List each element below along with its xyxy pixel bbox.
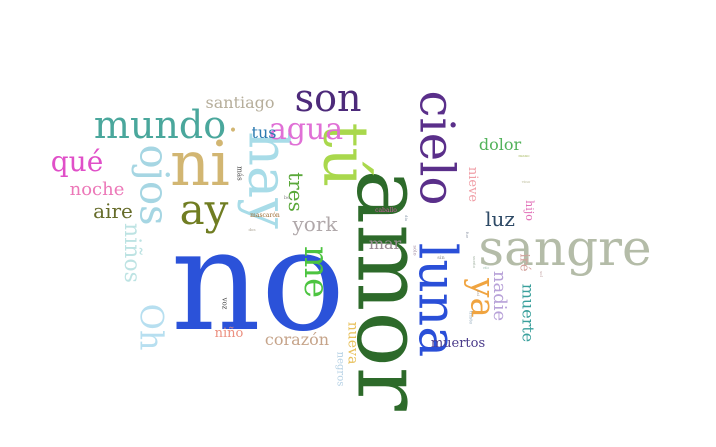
word-nadie: nadie xyxy=(488,270,510,322)
word-agua: agua xyxy=(268,112,344,147)
word-sólo: sólo xyxy=(411,244,418,256)
word-iré: iré xyxy=(516,252,532,272)
word-sangre: sangre xyxy=(478,219,652,277)
word-santiago: santiago xyxy=(205,93,275,112)
word-caballo: caballo xyxy=(375,207,397,214)
word-muertos: muertos xyxy=(430,335,486,351)
word-mano: mano xyxy=(518,153,530,158)
word-negros: negros xyxy=(333,351,345,387)
word-aire: aire xyxy=(93,199,133,223)
word-me: me xyxy=(296,245,336,299)
word-fue: fue xyxy=(465,231,470,239)
word-ni: ni xyxy=(170,127,230,200)
word-be: be xyxy=(283,194,291,201)
word-noche: noche xyxy=(69,179,125,200)
word-así: así xyxy=(476,290,481,296)
word-tus: tus xyxy=(251,123,277,142)
word-tres: tres xyxy=(283,172,308,212)
word-vino: vino xyxy=(521,179,531,184)
word-corazón: corazón xyxy=(264,330,330,349)
word-río: río xyxy=(483,265,489,270)
word-triste: triste xyxy=(467,310,474,324)
word-voz: voz xyxy=(220,297,229,309)
word-sol: sol xyxy=(539,271,544,277)
word-sin: sin xyxy=(437,254,445,261)
word-Oh: Oh xyxy=(132,303,170,351)
word-nueva: nueva xyxy=(343,321,360,365)
word-más: más xyxy=(235,165,244,181)
word-qué: qué xyxy=(50,145,104,178)
word-mascarón: mascarón xyxy=(250,212,280,219)
word-no: no xyxy=(170,200,346,363)
word-muerte: muerte xyxy=(518,283,537,343)
word-dos: dos xyxy=(248,227,256,232)
word-york: york xyxy=(292,212,338,236)
word-mundo: mundo xyxy=(93,103,227,147)
word-día: día xyxy=(403,214,409,222)
word-son: son xyxy=(294,76,362,120)
word-mar: mar xyxy=(368,234,402,253)
word-hijo: hijo xyxy=(522,199,536,221)
word-dot: • xyxy=(228,123,238,139)
word-niño: niño xyxy=(214,325,244,341)
word-cielo: cielo xyxy=(407,90,464,206)
word-dolor: dolor xyxy=(478,135,522,154)
word-luz: luz xyxy=(485,207,515,231)
word-sueño: sueño xyxy=(471,256,477,268)
word-ojos: ojos xyxy=(131,144,177,226)
word-niños: niños xyxy=(118,223,144,283)
word-ay: ay xyxy=(179,185,229,234)
word-nieve: nieve xyxy=(465,166,481,202)
